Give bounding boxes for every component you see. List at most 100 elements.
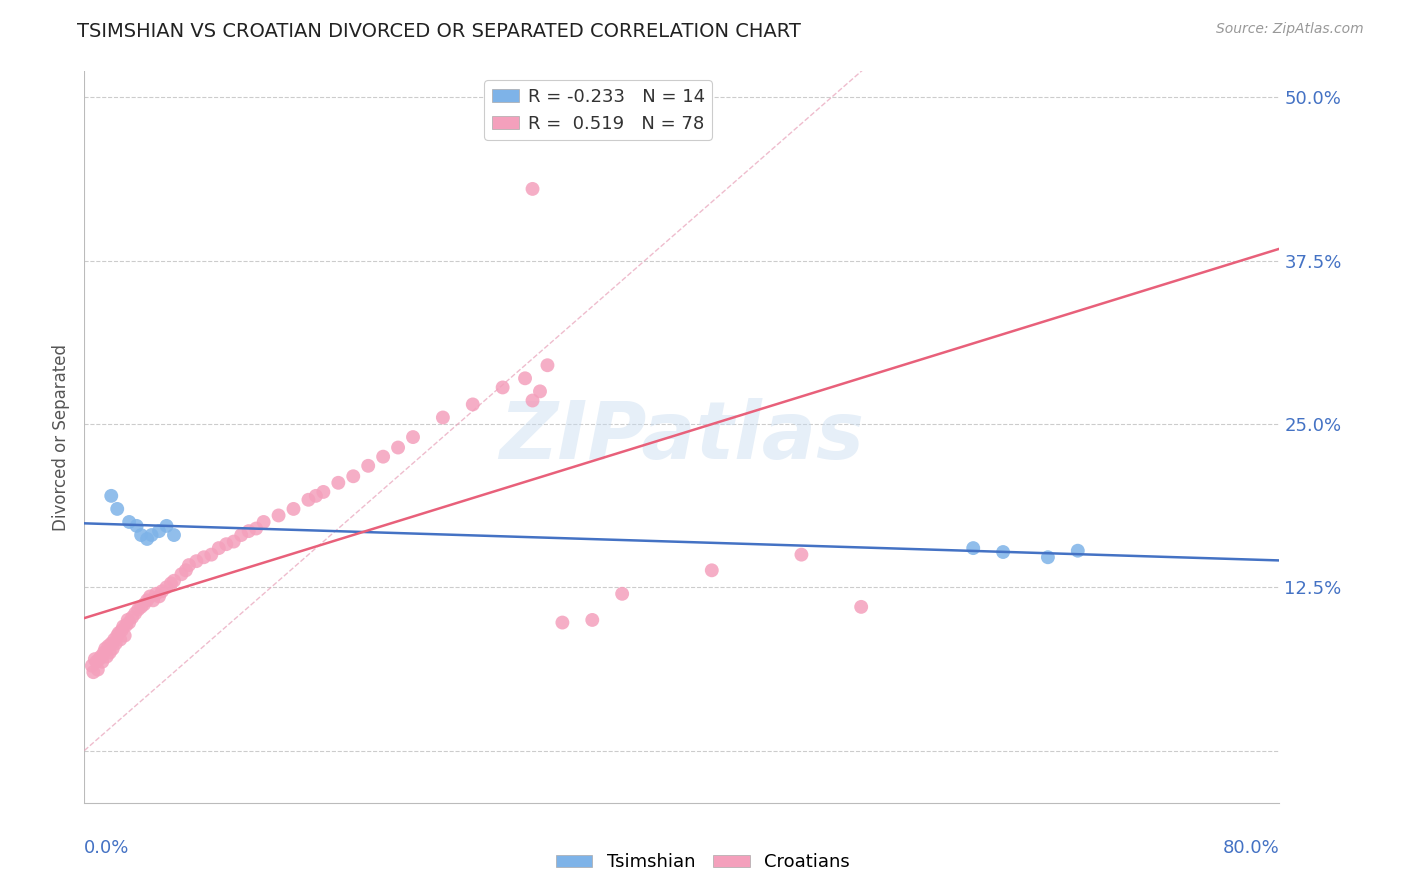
Point xyxy=(132,597,156,611)
Text: 0.0%: 0.0% xyxy=(84,839,129,857)
Point xyxy=(193,550,215,565)
Point xyxy=(145,587,167,601)
Point xyxy=(238,524,260,538)
Point xyxy=(342,469,364,483)
Point xyxy=(83,652,105,666)
Point xyxy=(107,626,129,640)
Point xyxy=(522,393,544,408)
Point xyxy=(150,584,173,599)
Point xyxy=(90,649,112,664)
Point xyxy=(141,528,163,542)
Point xyxy=(121,610,143,624)
Point xyxy=(991,545,1014,559)
Point xyxy=(148,524,170,538)
Text: 80.0%: 80.0% xyxy=(1223,839,1279,857)
Point xyxy=(700,563,723,577)
Point xyxy=(174,563,197,577)
Point xyxy=(86,655,108,669)
Point xyxy=(129,599,152,614)
Point xyxy=(1067,543,1090,558)
Point xyxy=(155,519,177,533)
Point xyxy=(124,607,146,621)
Point xyxy=(89,652,111,666)
Point xyxy=(529,384,551,399)
Point xyxy=(118,615,141,630)
Point xyxy=(536,358,558,372)
Point xyxy=(492,380,515,394)
Point xyxy=(118,515,141,529)
Point xyxy=(136,593,159,607)
Point xyxy=(111,624,134,638)
Legend: Tsimshian, Croatians: Tsimshian, Croatians xyxy=(550,847,856,879)
Point xyxy=(100,489,122,503)
Point xyxy=(790,548,813,562)
Point xyxy=(328,475,350,490)
Point xyxy=(155,580,177,594)
Point xyxy=(283,502,305,516)
Point xyxy=(186,554,208,568)
Point xyxy=(245,521,267,535)
Point xyxy=(305,489,328,503)
Point xyxy=(80,658,103,673)
Point xyxy=(110,632,132,647)
Point xyxy=(170,567,193,582)
Point xyxy=(200,548,222,562)
Point xyxy=(1036,550,1059,565)
Point xyxy=(101,641,124,656)
Point xyxy=(87,663,110,677)
Text: Source: ZipAtlas.com: Source: ZipAtlas.com xyxy=(1216,22,1364,37)
Point xyxy=(96,649,118,664)
Point xyxy=(432,410,454,425)
Point xyxy=(139,590,162,604)
Point xyxy=(148,590,170,604)
Point xyxy=(93,646,115,660)
Point xyxy=(208,541,231,555)
Point xyxy=(231,528,253,542)
Point xyxy=(82,665,104,680)
Point xyxy=(103,632,125,647)
Point xyxy=(136,532,159,546)
Point xyxy=(97,639,120,653)
Point xyxy=(253,515,276,529)
Point xyxy=(297,492,319,507)
Point xyxy=(222,534,245,549)
Point xyxy=(163,574,186,588)
Point xyxy=(114,629,136,643)
Point xyxy=(312,485,335,500)
Text: TSIMSHIAN VS CROATIAN DIVORCED OR SEPARATED CORRELATION CHART: TSIMSHIAN VS CROATIAN DIVORCED OR SEPARA… xyxy=(77,22,801,41)
Point xyxy=(461,397,484,411)
Point xyxy=(851,599,873,614)
Point xyxy=(267,508,290,523)
Point xyxy=(104,636,127,650)
Legend: R = -0.233   N = 14, R =  0.519   N = 78: R = -0.233 N = 14, R = 0.519 N = 78 xyxy=(485,80,711,140)
Point xyxy=(105,629,128,643)
Point xyxy=(112,619,135,633)
Point xyxy=(522,182,544,196)
Point xyxy=(127,602,149,616)
Point xyxy=(129,528,152,542)
Text: ZIPatlas: ZIPatlas xyxy=(499,398,865,476)
Point xyxy=(373,450,395,464)
Point xyxy=(100,636,122,650)
Point xyxy=(357,458,380,473)
Point xyxy=(142,593,165,607)
Point xyxy=(215,537,238,551)
Point xyxy=(125,519,148,533)
Point xyxy=(513,371,536,385)
Point xyxy=(551,615,574,630)
Point xyxy=(402,430,425,444)
Point xyxy=(962,541,984,555)
Point xyxy=(91,655,114,669)
Point xyxy=(581,613,603,627)
Point xyxy=(163,528,186,542)
Y-axis label: Divorced or Separated: Divorced or Separated xyxy=(52,343,70,531)
Point xyxy=(160,576,183,591)
Point xyxy=(177,558,200,573)
Point xyxy=(98,646,121,660)
Point xyxy=(115,618,138,632)
Point xyxy=(387,441,409,455)
Point xyxy=(105,502,128,516)
Point xyxy=(94,641,117,656)
Point xyxy=(117,613,139,627)
Point xyxy=(612,587,634,601)
